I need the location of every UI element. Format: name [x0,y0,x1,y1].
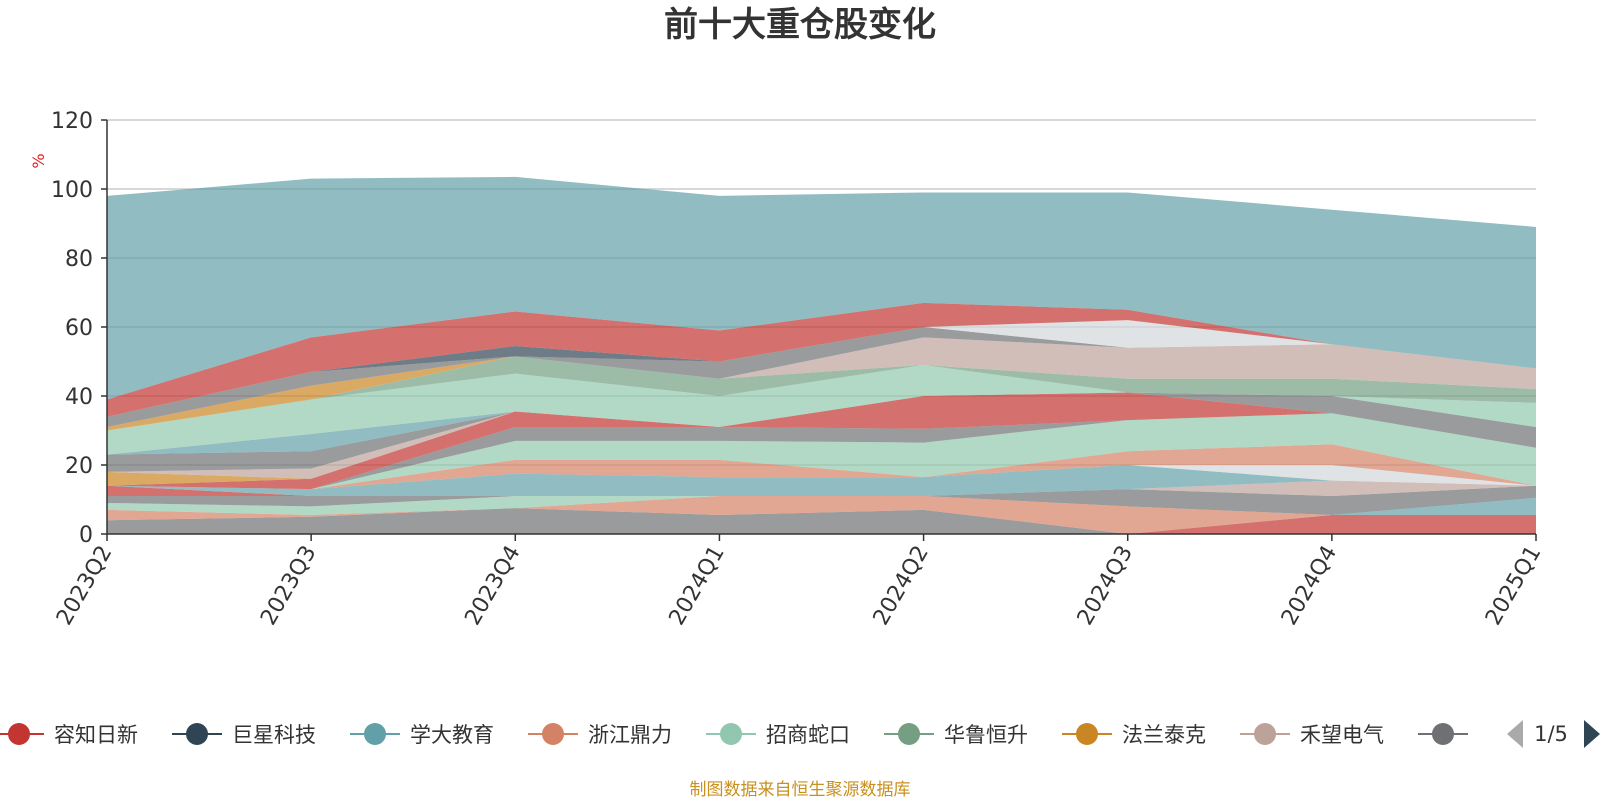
x-tick-label: 2024Q3 [1073,542,1138,630]
legend-marker-icon [1432,723,1454,745]
area-series-19 [107,392,1536,479]
area-series-1 [107,508,1536,534]
chart-title: 前十大重仓股变化 [664,5,936,45]
x-tick-label: 2023Q2 [52,542,117,630]
legend-page-indicator: 1/5 [1534,722,1568,746]
legend-item[interactable]: 禾望电气 [1240,723,1384,747]
y-tick-label: 40 [65,385,93,410]
area-series-12 [107,444,1536,490]
area-series-23 [107,356,1536,431]
area-series-25 [107,337,1536,428]
area-series-30 [107,176,1536,400]
area-series-20 [107,392,1536,472]
area-series-22 [107,364,1536,455]
area-series-5 [107,496,1536,516]
legend-marker-icon [720,723,742,745]
legend-label: 招商蛇口 [766,723,850,747]
area-series-26 [107,327,1536,428]
area-series-15 [107,392,1536,490]
x-tick-label: 2023Q4 [460,542,525,630]
area-series-9 [107,480,1536,497]
legend-marker-icon [186,723,208,745]
area-series-7 [107,480,1536,507]
x-tick-label: 2024Q2 [869,542,934,630]
legend-marker-icon [542,723,564,745]
legend-marker-icon [364,723,386,745]
area-series-17 [107,392,1536,486]
legend-label: 学大教育 [410,723,494,747]
area-series-21 [107,392,1536,455]
legend-label: 华鲁恒升 [944,723,1028,747]
area-series-6 [107,485,1536,516]
legend-label: 法兰泰克 [1122,723,1206,747]
area-series-27 [107,320,1536,417]
legend-item[interactable]: 法兰泰克 [1062,723,1206,747]
legend-marker-icon [898,723,920,745]
legend-marker-icon [1076,723,1098,745]
data-source-note: 制图数据来自恒生聚源数据库 [690,780,911,800]
legend-item[interactable] [1418,723,1468,745]
legend-label: 禾望电气 [1300,723,1384,747]
area-series-2 [107,508,1536,534]
x-tick-label: 2023Q3 [256,542,321,630]
area-series-10 [107,465,1536,497]
area-series-29 [107,302,1536,417]
legend-item[interactable]: 容知日新 [0,723,138,747]
legend-next-page-icon[interactable] [1584,720,1600,748]
x-axis-ticks: 2023Q2 2023Q3 2023Q4 2024Q1 2024Q2 2024Q3 2024… [52,534,1546,630]
y-tick-label: 80 [65,247,93,272]
y-axis-ticks: 0 20 40 60 80 100 120 [51,109,107,548]
x-tick-label: 2025Q1 [1481,542,1546,630]
legend-label: 浙江鼎力 [588,723,672,747]
y-tick-label: 120 [51,109,93,134]
legend-item[interactable]: 巨星科技 [172,723,316,747]
area-series [107,176,1536,534]
y-tick-label: 60 [65,316,93,341]
legend-marker-icon [8,723,30,745]
area-series-8 [107,480,1536,507]
legend-marker-icon [1254,723,1276,745]
x-tick-label: 2024Q1 [665,542,730,630]
legend-label: 容知日新 [54,723,138,747]
legend-prev-page-icon[interactable] [1507,720,1523,748]
y-tick-label: 20 [65,454,93,479]
y-tick-label: 100 [51,178,93,203]
legend-label: 巨星科技 [232,723,316,747]
x-tick-label: 2024Q4 [1277,542,1342,630]
y-tick-label: 0 [79,523,93,548]
legend-item[interactable]: 学大教育 [350,723,494,747]
legend-item[interactable]: 浙江鼎力 [528,723,672,747]
legend-pager: 1/5 [1507,720,1600,748]
legend-item[interactable]: 华鲁恒升 [884,723,1028,747]
area-series-13 [107,413,1536,490]
legend-item[interactable]: 招商蛇口 [706,723,850,747]
y-axis-unit: % [29,153,48,168]
legend: 容知日新 巨星科技 学大教育 浙江鼎力 招商蛇口 华鲁恒升 法兰泰克 禾望电气 [0,723,1468,747]
area-series-14 [107,413,1536,490]
area-series-4 [107,496,1536,534]
